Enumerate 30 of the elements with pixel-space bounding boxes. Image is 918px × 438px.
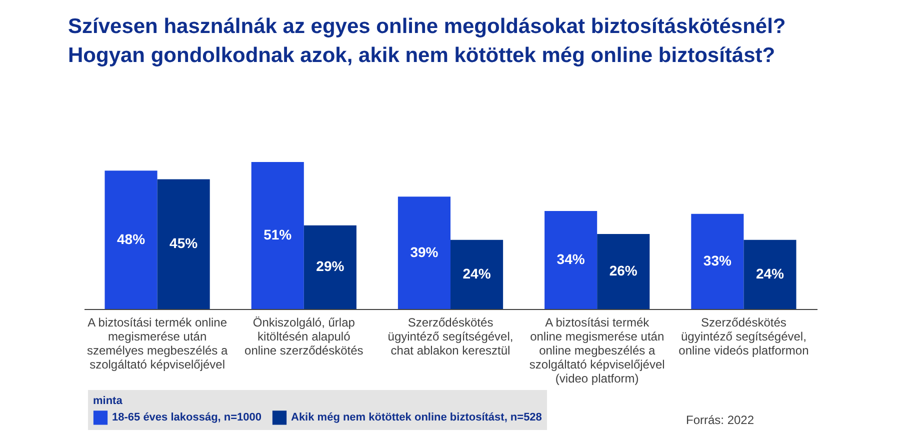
x-tick-label: A biztosítási termék online megismerése után online megbeszélés a szolgáltató képviselőjével (video platform) bbox=[529, 316, 665, 386]
bar bbox=[597, 234, 650, 309]
legend-title: minta bbox=[93, 395, 124, 407]
x-tick-label: A biztosítási termék online megismerése után személyes megbeszélés a szolgáltató képviselőjével bbox=[86, 316, 228, 372]
x-tick-label: Szerződéskötés ügyintéző segítségével, online videós platformon bbox=[678, 316, 809, 358]
data-label: 33% bbox=[703, 252, 732, 268]
bar bbox=[744, 240, 796, 309]
x-tick-label: Önkiszolgáló, űrlap kitöltésén alapuló online szerződéskötés bbox=[244, 316, 364, 358]
bar bbox=[544, 211, 598, 309]
bar bbox=[104, 170, 158, 309]
legend-label: Akik még nem kötöttek online biztosítást, n=528 bbox=[291, 412, 542, 424]
data-label: 29% bbox=[316, 258, 345, 274]
bar bbox=[450, 240, 504, 309]
chart-title: Szívesen használnák az egyes online megoldásokat biztosításkötésnél? Hogyan gondolkodnak azok, akik nem kötöttek még online biztosítást? bbox=[68, 15, 786, 67]
bar bbox=[398, 196, 450, 309]
bar bbox=[691, 214, 744, 309]
data-label: 48% bbox=[117, 230, 146, 247]
data-label: 34% bbox=[556, 251, 586, 267]
data-label: 26% bbox=[609, 262, 638, 279]
data-label: 39% bbox=[410, 244, 439, 260]
bar bbox=[304, 225, 356, 309]
data-label: 45% bbox=[170, 235, 198, 252]
text: Forrás: 2022 bbox=[686, 413, 754, 427]
data-label: 24% bbox=[462, 265, 492, 282]
bar bbox=[251, 162, 304, 309]
bar bbox=[157, 179, 210, 309]
legend-label: 18-65 éves lakosság, n=1000 bbox=[112, 412, 262, 424]
data-label: 24% bbox=[756, 265, 785, 282]
data-label: 51% bbox=[264, 226, 292, 242]
x-tick-label: Szerződéskötés ügyintéző segítségével, chat ablakon keresztül bbox=[388, 316, 514, 358]
